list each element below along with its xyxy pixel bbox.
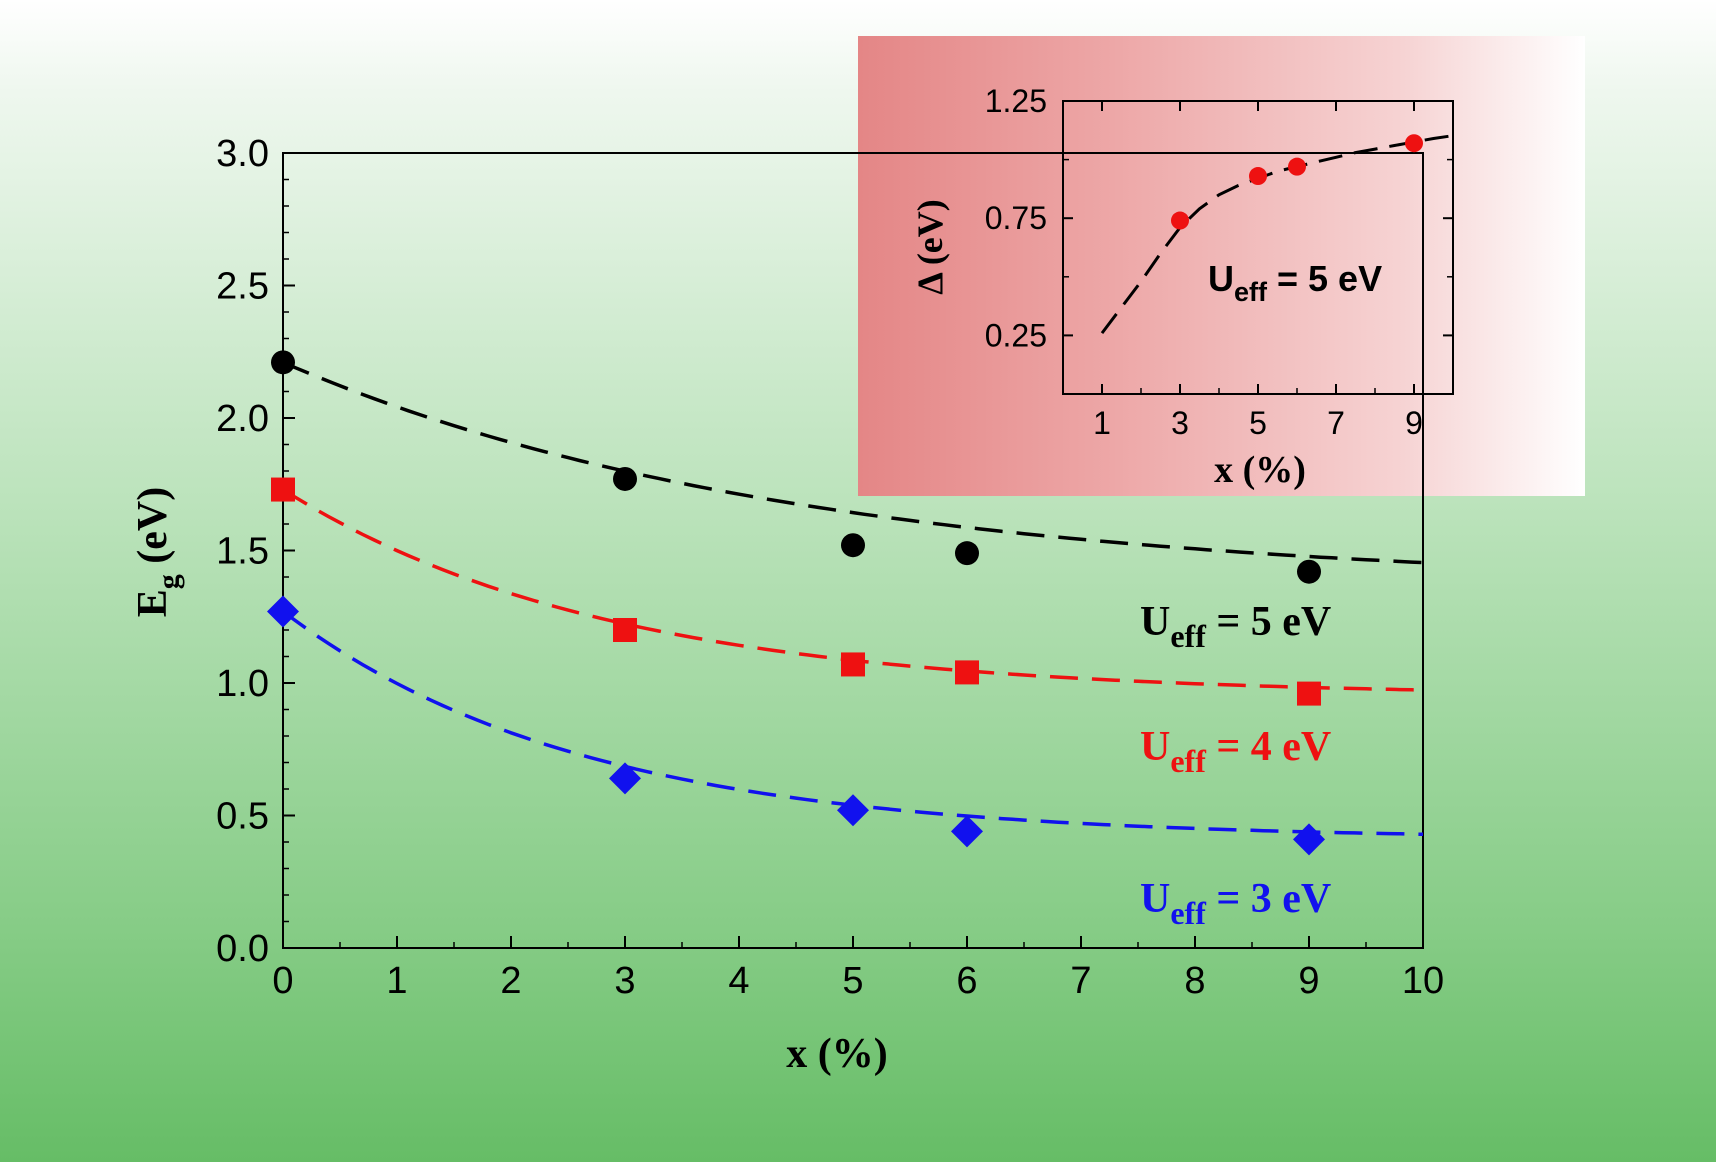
main-series-label: Ueff = 3 eV <box>1140 876 1331 931</box>
main-data-point <box>1297 681 1321 706</box>
main-y-tick-label: 3.0 <box>216 133 269 175</box>
main-series-label: Ueff = 4 eV <box>1140 724 1331 779</box>
main-series-label-sub: eff <box>1170 895 1206 931</box>
main-data-point <box>841 533 865 558</box>
main-y-label-main: E <box>130 589 176 617</box>
inset-fit-line <box>1100 134 1450 335</box>
main-x-tick-label: 9 <box>1298 960 1319 1002</box>
main-y-label-sub: g <box>152 574 185 589</box>
inset-axis-ticks: 1 3 5 7 9 0.25 0.75 1.25 <box>985 83 1453 441</box>
inset-annotation-sub: eff <box>1234 277 1268 307</box>
main-data-point <box>837 794 869 827</box>
main-series-label: Ueff = 5 eV <box>1140 599 1331 654</box>
main-x-tick-label: 10 <box>1402 960 1444 1002</box>
inset-y-tick-label: 0.75 <box>985 200 1047 236</box>
main-data-point <box>951 815 983 848</box>
main-x-tick-label: 7 <box>1070 960 1091 1002</box>
main-data-point <box>1297 559 1321 584</box>
main-series-label-sub: eff <box>1170 743 1206 779</box>
main-y-tick-label: 1.5 <box>216 531 269 573</box>
main-x-tick-label: 3 <box>614 960 635 1002</box>
inset-data-points <box>1171 134 1423 230</box>
main-x-tick-label: 5 <box>842 960 863 1002</box>
main-x-tick-label: 1 <box>386 960 407 1002</box>
inset-y-tick-label: 0.25 <box>985 317 1047 353</box>
main-x-axis-label: x (%) <box>786 1031 887 1077</box>
main-fit-curve <box>282 360 1424 565</box>
inset-annotation: Ueff = 5 eV <box>1208 258 1382 307</box>
inset-data-point <box>1249 167 1267 186</box>
inset-x-axis-label: x (%) <box>1214 449 1306 491</box>
main-data-points <box>267 350 1325 856</box>
main-data-point <box>271 350 295 375</box>
main-y-tick-label: 2.5 <box>216 266 269 308</box>
main-x-tick-label: 4 <box>728 960 749 1002</box>
main-y-tick-label: 0.0 <box>216 928 269 970</box>
main-y-label-rest: (eV) <box>130 487 176 574</box>
main-series-label-rest: = 4 eV <box>1206 724 1331 770</box>
inset-x-tick-label: 1 <box>1093 405 1111 441</box>
inset-x-tick-label: 9 <box>1405 405 1423 441</box>
main-data-point <box>613 618 637 642</box>
inset-annotation-rest: = 5 eV <box>1267 258 1382 299</box>
main-y-tick-label: 0.5 <box>216 796 269 838</box>
main-data-point <box>955 660 979 685</box>
inset-y-axis-label: Δ (eV) <box>910 199 950 295</box>
inset-x-tick-label: 5 <box>1249 405 1267 441</box>
main-data-point <box>1293 823 1325 856</box>
main-axis-ticks: 0 1 2 3 4 5 6 7 8 9 10 0.0 0.5 1.0 1.5 2.0 2.5 3.0 <box>216 133 1444 1002</box>
main-data-point <box>955 541 979 566</box>
main-data-point <box>609 762 641 795</box>
main-y-tick-label: 1.0 <box>216 663 269 705</box>
inset-data-point <box>1171 211 1189 230</box>
main-y-axis-label: Eg (eV) <box>130 487 185 617</box>
inset-x-tick-label: 3 <box>1171 405 1189 441</box>
inset-y-tick-label: 1.25 <box>985 83 1047 119</box>
main-series-label-sub: eff <box>1170 618 1206 654</box>
inset-data-point <box>1288 157 1306 176</box>
main-y-tick-label: 2.0 <box>216 398 269 440</box>
main-series-label-main: U <box>1140 599 1170 645</box>
main-series-label-rest: = 5 eV <box>1206 599 1331 645</box>
inset-panel <box>858 36 1585 496</box>
main-x-tick-label: 2 <box>500 960 521 1002</box>
inset-data-point <box>1405 134 1423 153</box>
main-data-point <box>267 595 299 628</box>
main-series-label-main: U <box>1140 724 1170 770</box>
inset-fit-curve <box>1100 134 1450 335</box>
main-data-point <box>271 477 295 502</box>
main-series-label-main: U <box>1140 876 1170 922</box>
main-x-tick-label: 0 <box>272 960 293 1002</box>
main-x-tick-label: 8 <box>1184 960 1205 1002</box>
main-series-label-rest: = 3 eV <box>1206 876 1331 922</box>
inset-annotation-main: U <box>1208 258 1234 299</box>
main-data-point <box>841 652 865 677</box>
inset-x-tick-label: 7 <box>1327 405 1345 441</box>
main-x-tick-label: 6 <box>956 960 977 1002</box>
main-data-point <box>613 466 637 491</box>
